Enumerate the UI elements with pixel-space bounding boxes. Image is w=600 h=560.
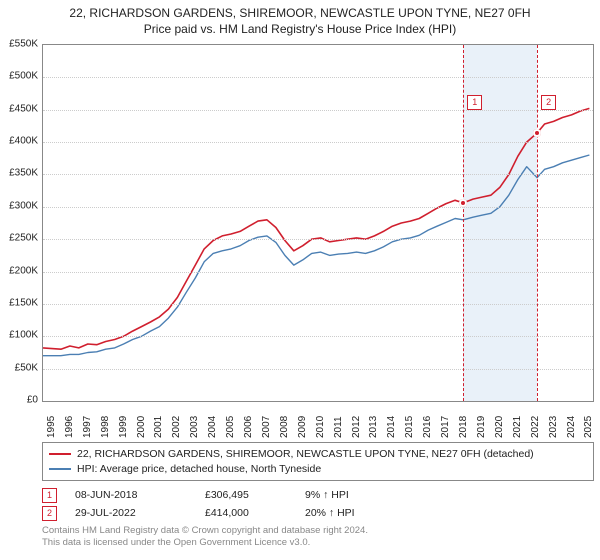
series-hpi bbox=[43, 155, 589, 356]
y-tick-label: £0 bbox=[2, 395, 38, 406]
y-tick-label: £50K bbox=[2, 362, 38, 373]
x-tick-label: 2000 bbox=[136, 416, 147, 438]
x-tick-label: 1999 bbox=[118, 416, 129, 438]
y-tick-label: £500K bbox=[2, 71, 38, 82]
x-tick-label: 2013 bbox=[368, 416, 379, 438]
x-tick-label: 2009 bbox=[297, 416, 308, 438]
gridline bbox=[43, 239, 593, 240]
x-tick-label: 2001 bbox=[153, 416, 164, 438]
x-tick-label: 2007 bbox=[261, 416, 272, 438]
chart-container: 22, RICHARDSON GARDENS, SHIREMOOR, NEWCA… bbox=[0, 0, 600, 560]
x-tick-label: 2018 bbox=[458, 416, 469, 438]
title-block: 22, RICHARDSON GARDENS, SHIREMOOR, NEWCA… bbox=[0, 0, 600, 37]
x-tick-label: 2015 bbox=[404, 416, 415, 438]
gridline bbox=[43, 272, 593, 273]
y-tick-label: £550K bbox=[2, 39, 38, 50]
x-tick-label: 2011 bbox=[333, 416, 344, 438]
sales-row: 1 08-JUN-2018 £306,495 9% ↑ HPI bbox=[42, 486, 425, 504]
x-tick-label: 2014 bbox=[386, 416, 397, 438]
sale-date: 29-JUL-2022 bbox=[75, 507, 205, 519]
gridline bbox=[43, 304, 593, 305]
footer-line-2: This data is licensed under the Open Gov… bbox=[42, 537, 368, 549]
gridline bbox=[43, 77, 593, 78]
x-tick-label: 2017 bbox=[440, 416, 451, 438]
x-tick-label: 2010 bbox=[315, 416, 326, 438]
gridline bbox=[43, 207, 593, 208]
footer-line-1: Contains HM Land Registry data © Crown c… bbox=[42, 525, 368, 537]
legend-box: 22, RICHARDSON GARDENS, SHIREMOOR, NEWCA… bbox=[42, 442, 594, 481]
x-tick-label: 2012 bbox=[351, 416, 362, 438]
sale-marker-box: 2 bbox=[42, 506, 57, 521]
sale-marker-line bbox=[537, 45, 538, 401]
sale-delta: 20% ↑ HPI bbox=[305, 507, 425, 519]
sale-price: £414,000 bbox=[205, 507, 305, 519]
series-property bbox=[43, 108, 589, 349]
sales-table: 1 08-JUN-2018 £306,495 9% ↑ HPI 2 29-JUL… bbox=[42, 486, 425, 522]
legend-label-property: 22, RICHARDSON GARDENS, SHIREMOOR, NEWCA… bbox=[77, 447, 534, 462]
y-tick-label: £200K bbox=[2, 265, 38, 276]
x-tick-label: 2019 bbox=[476, 416, 487, 438]
sale-marker-box: 1 bbox=[42, 488, 57, 503]
x-tick-label: 2002 bbox=[171, 416, 182, 438]
x-tick-label: 2020 bbox=[494, 416, 505, 438]
x-tick-label: 2022 bbox=[530, 416, 541, 438]
gridline bbox=[43, 174, 593, 175]
y-tick-label: £250K bbox=[2, 233, 38, 244]
sale-point-marker bbox=[459, 199, 467, 207]
x-tick-label: 1996 bbox=[64, 416, 75, 438]
gridline bbox=[43, 142, 593, 143]
sale-delta: 9% ↑ HPI bbox=[305, 489, 425, 501]
plot-svg bbox=[43, 45, 593, 401]
y-tick-label: £400K bbox=[2, 136, 38, 147]
x-tick-label: 1997 bbox=[82, 416, 93, 438]
plot-area: 12 bbox=[42, 44, 594, 402]
y-tick-label: £350K bbox=[2, 168, 38, 179]
x-tick-label: 2008 bbox=[279, 416, 290, 438]
x-tick-label: 1995 bbox=[46, 416, 57, 438]
legend-swatch-property bbox=[49, 453, 71, 455]
gridline bbox=[43, 369, 593, 370]
x-tick-label: 2003 bbox=[189, 416, 200, 438]
title-line-1: 22, RICHARDSON GARDENS, SHIREMOOR, NEWCA… bbox=[0, 5, 600, 21]
x-tick-label: 2021 bbox=[512, 416, 523, 438]
x-tick-label: 2023 bbox=[548, 416, 559, 438]
sale-marker-label: 1 bbox=[467, 95, 482, 110]
sale-marker-line bbox=[463, 45, 464, 401]
legend-row: 22, RICHARDSON GARDENS, SHIREMOOR, NEWCA… bbox=[49, 447, 587, 462]
y-tick-label: £450K bbox=[2, 103, 38, 114]
x-tick-label: 2016 bbox=[422, 416, 433, 438]
y-tick-label: £150K bbox=[2, 297, 38, 308]
legend-row: HPI: Average price, detached house, Nort… bbox=[49, 462, 587, 477]
title-line-2: Price paid vs. HM Land Registry's House … bbox=[0, 21, 600, 37]
legend-swatch-hpi bbox=[49, 468, 71, 470]
legend-label-hpi: HPI: Average price, detached house, Nort… bbox=[77, 462, 321, 477]
x-tick-label: 2005 bbox=[225, 416, 236, 438]
x-tick-label: 2025 bbox=[583, 416, 594, 438]
y-tick-label: £100K bbox=[2, 330, 38, 341]
x-tick-label: 1998 bbox=[100, 416, 111, 438]
sale-point-marker bbox=[533, 129, 541, 137]
x-tick-label: 2004 bbox=[207, 416, 218, 438]
y-tick-label: £300K bbox=[2, 200, 38, 211]
footer-attribution: Contains HM Land Registry data © Crown c… bbox=[42, 525, 368, 550]
gridline bbox=[43, 110, 593, 111]
sale-date: 08-JUN-2018 bbox=[75, 489, 205, 501]
x-tick-label: 2024 bbox=[566, 416, 577, 438]
x-tick-label: 2006 bbox=[243, 416, 254, 438]
gridline bbox=[43, 336, 593, 337]
sale-marker-label: 2 bbox=[541, 95, 556, 110]
sale-price: £306,495 bbox=[205, 489, 305, 501]
sales-row: 2 29-JUL-2022 £414,000 20% ↑ HPI bbox=[42, 504, 425, 522]
